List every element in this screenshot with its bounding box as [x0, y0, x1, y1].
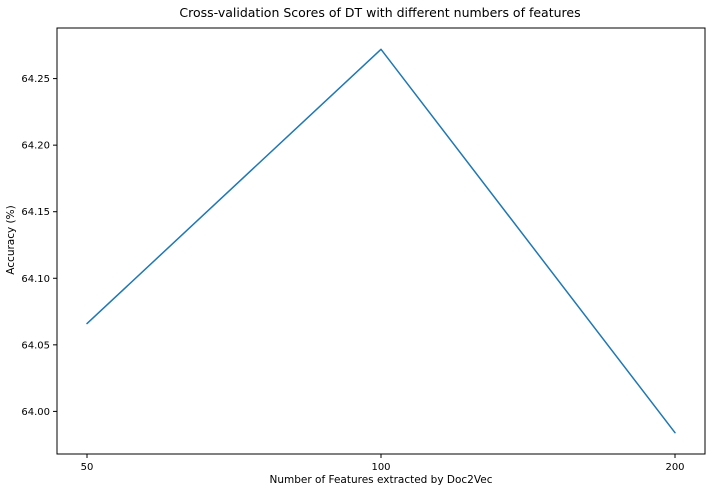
y-axis: 64.00 64.05 64.10 64.15 64.20 64.25	[21, 74, 57, 418]
series-layer	[86, 48, 676, 434]
x-tick-label: 100	[371, 462, 390, 473]
y-tick-label: 64.25	[21, 74, 50, 85]
y-tick-label: 64.20	[21, 141, 50, 152]
y-tick-label: 64.00	[21, 407, 50, 418]
plot-area-frame	[56, 27, 706, 455]
chart-title: Cross-validation Scores of DT with diffe…	[179, 5, 580, 20]
y-tick-label: 64.10	[21, 274, 50, 285]
x-tick-label: 50	[81, 462, 94, 473]
y-axis-label: Accuracy (%)	[5, 205, 17, 274]
x-axis-label: Number of Features extracted by Doc2Vec	[270, 474, 493, 486]
y-tick-label: 64.15	[21, 207, 50, 218]
series-line	[86, 48, 676, 434]
x-axis: 50 100 200	[81, 454, 685, 473]
x-tick-label: 200	[665, 462, 684, 473]
y-tick-label: 64.05	[21, 340, 50, 351]
